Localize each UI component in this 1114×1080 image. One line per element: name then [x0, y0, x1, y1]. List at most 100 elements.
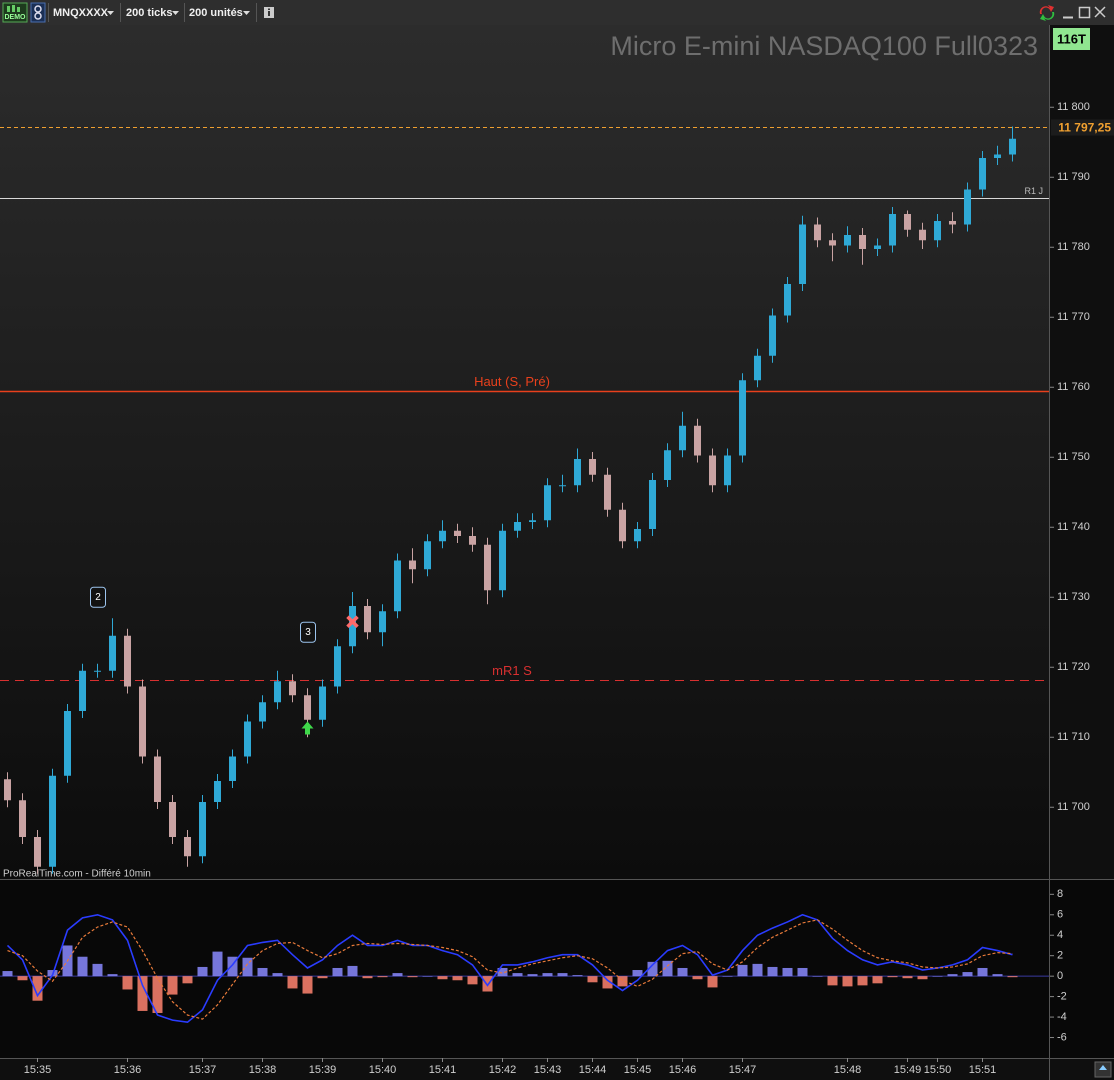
histogram-bar — [302, 976, 313, 994]
y-tick-label: 11 800 — [1057, 101, 1090, 113]
histogram-bar — [932, 976, 943, 977]
candle-body — [664, 450, 671, 480]
histogram-bar — [137, 976, 148, 1011]
y-tick-label: -6 — [1057, 1031, 1067, 1043]
x-tick-label: 15:43 — [534, 1064, 562, 1076]
candle-body — [229, 756, 236, 781]
histogram-bar — [722, 976, 733, 977]
histogram-bar — [332, 967, 343, 977]
level-label: Haut (S, Pré) — [474, 374, 550, 389]
histogram-bar — [632, 970, 643, 977]
x-tick-label: 15:41 — [429, 1064, 457, 1076]
histogram-bar — [872, 976, 883, 984]
candle-body — [379, 611, 386, 633]
candle-body — [394, 560, 401, 612]
demo-button[interactable]: DEMO — [2, 2, 28, 23]
histogram-bar — [272, 973, 283, 977]
candle-body — [499, 530, 506, 591]
link-button[interactable] — [30, 2, 46, 23]
histogram-bar — [767, 966, 778, 977]
candle-body — [49, 775, 56, 867]
instrument-dropdown[interactable]: MNQXXXX — [53, 7, 114, 19]
candle-body — [139, 686, 146, 757]
indicator-plot: 8 6 4 2 0 -2 -4 -6 — [0, 888, 1067, 1043]
histogram-bar — [167, 976, 178, 995]
x-tick-label: 15:40 — [369, 1064, 397, 1076]
x-tick-label: 15:48 — [834, 1064, 862, 1076]
histogram-bar — [902, 976, 913, 979]
candle-body — [94, 670, 101, 672]
histogram-bar — [212, 951, 223, 977]
indicator-line — [6, 913, 1013, 1024]
histogram-bar — [797, 967, 808, 977]
watermark: ProRealTime.com - Différé 10min — [3, 869, 151, 880]
units-dropdown[interactable]: 200 unités — [189, 7, 250, 19]
scroll-icon — [1099, 1065, 1107, 1070]
candle-body — [289, 681, 296, 696]
histogram-bar — [812, 976, 823, 977]
info-button[interactable] — [264, 7, 274, 18]
candle-body — [64, 711, 71, 776]
candle-body — [469, 536, 476, 545]
price-panel — [0, 25, 1050, 879]
refresh-button[interactable] — [1039, 5, 1055, 21]
close-button[interactable] — [1094, 6, 1106, 18]
candle-body — [649, 480, 656, 529]
y-tick-label: 11 730 — [1057, 591, 1090, 603]
annotation-box — [300, 621, 316, 643]
histogram-bar — [152, 976, 163, 1013]
histogram-bar — [752, 963, 763, 977]
candle-body — [214, 781, 221, 802]
annotation-box — [90, 586, 106, 608]
candle-body — [184, 837, 191, 857]
histogram-bar — [827, 976, 838, 986]
candle-body — [859, 235, 866, 249]
candle-body — [904, 214, 911, 230]
info-icon — [268, 8, 270, 10]
candle-body — [244, 721, 251, 757]
histogram-bar — [527, 974, 538, 977]
x-tick-label: 15:39 — [309, 1064, 337, 1076]
candle-body — [754, 355, 761, 381]
histogram-bar — [347, 965, 358, 977]
candle-body — [874, 245, 881, 249]
histogram-bar — [962, 972, 973, 977]
histogram-bar — [842, 976, 853, 987]
x-tick-label: 15:36 — [114, 1064, 142, 1076]
histogram-bar — [482, 976, 493, 992]
histogram-bar — [887, 976, 898, 978]
annotation-label: 2 — [95, 592, 101, 603]
last-price-box — [1051, 119, 1114, 136]
dropdown-arrow — [243, 11, 250, 15]
candle-body — [709, 455, 716, 486]
candle-body — [424, 541, 431, 570]
histogram-bar — [467, 976, 478, 985]
maximize-button[interactable] — [1078, 6, 1091, 19]
histogram-bar — [452, 976, 463, 981]
candle-body — [679, 425, 686, 451]
toolbar — [0, 0, 1114, 25]
x-tick-label: 15:50 — [924, 1064, 952, 1076]
x-tick-label: 15:35 — [24, 1064, 52, 1076]
x-tick-label: 15:45 — [624, 1064, 652, 1076]
candle-body — [694, 425, 701, 456]
histogram-bar — [2, 971, 13, 977]
buy-signal — [301, 721, 314, 735]
y-tick-label: -4 — [1057, 1011, 1067, 1023]
histogram-bar — [542, 973, 553, 977]
last-price-label: 11 797,25 — [1058, 121, 1111, 135]
histogram-bar — [512, 973, 523, 977]
instrument: MNQXXXX — [53, 7, 109, 19]
candle-body — [634, 529, 641, 542]
histogram-bar — [782, 967, 793, 977]
badge-bg — [1053, 28, 1090, 50]
level-label: R1 J — [1024, 186, 1043, 196]
period-dropdown[interactable]: 200 ticks — [126, 7, 179, 19]
demo-icon — [17, 7, 20, 12]
histogram-bar — [377, 976, 388, 978]
badge: 116T — [1057, 31, 1086, 46]
candle-body — [559, 485, 566, 487]
candle-body — [544, 485, 551, 521]
y-tick-label: 8 — [1057, 888, 1063, 900]
